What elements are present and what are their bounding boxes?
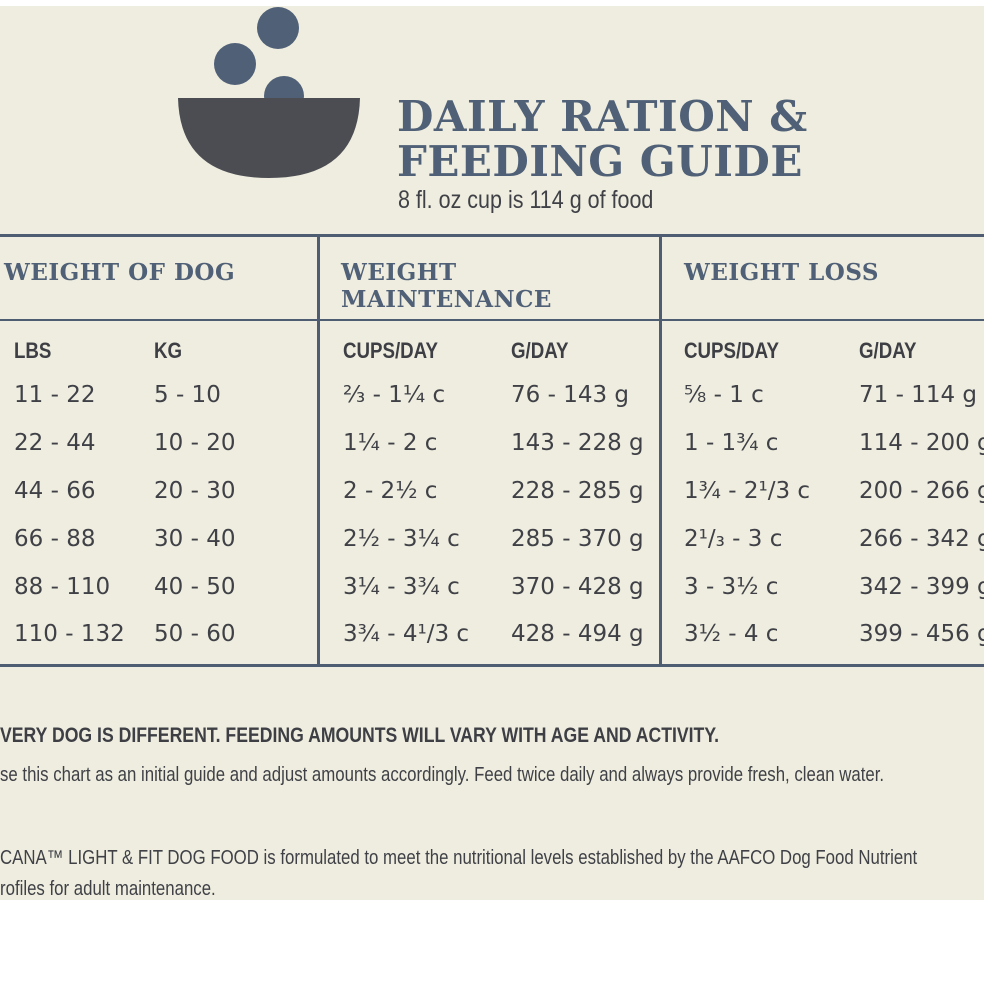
cell-lbs: 88 - 110 [14,574,111,600]
cell-lbs: 11 - 22 [14,382,96,408]
table-header-rule [0,319,984,321]
bowl-with-kibble-icon [178,7,360,178]
notice-guidance: se this chart as an initial guide and ad… [0,764,885,786]
cell-loss-grams: 399 - 456 g [859,621,984,647]
subtitle: 8 fl. oz cup is 114 g of food [398,186,654,214]
cell-kg: 40 - 50 [154,574,236,600]
cell-loss-cups: 1¾ - 2¹/3 c [684,478,811,504]
group-header-weight-of-dog: WEIGHT OF DOG [4,259,236,286]
feeding-guide-panel: DAILY RATION & FEEDING GUIDE 8 fl. oz cu… [0,6,984,900]
cell-lbs: 110 - 132 [14,621,125,647]
cell-maintenance-grams: 76 - 143 g [511,382,629,408]
table-bottom-rule [0,664,984,667]
cell-loss-cups: 3 - 3½ c [684,574,779,600]
cell-maintenance-grams: 228 - 285 g [511,478,644,504]
cell-loss-cups: 2¹/₃ - 3 c [684,526,783,552]
notice-headline: VERY DOG IS DIFFERENT. FEEDING AMOUNTS W… [0,724,720,747]
cell-loss-grams: 71 - 114 g [859,382,977,408]
cell-kg: 50 - 60 [154,621,236,647]
group-header-weight-loss: WEIGHT LOSS [684,259,880,286]
column-header-lbs: LBS [14,338,52,363]
cell-maintenance-grams: 370 - 428 g [511,574,644,600]
column-divider-1 [317,234,320,667]
cell-loss-cups: 1 - 1¾ c [684,430,779,456]
column-header-maintenance-cups: CUPS/DAY [343,338,438,363]
aafco-statement-line-2: rofiles for adult maintenance. [0,878,216,900]
page-title: DAILY RATION & FEEDING GUIDE [397,94,808,184]
cell-maintenance-grams: 428 - 494 g [511,621,644,647]
cell-loss-grams: 342 - 399 g [859,574,984,600]
title-line-2: FEEDING GUIDE [397,137,803,186]
table-top-rule [0,234,984,237]
cell-maintenance-grams: 143 - 228 g [511,430,644,456]
cell-kg: 10 - 20 [154,430,236,456]
column-header-loss-grams: G/DAY [859,338,917,363]
cell-kg: 20 - 30 [154,478,236,504]
column-header-maintenance-grams: G/DAY [511,338,569,363]
column-divider-2 [659,234,662,667]
aafco-statement-line-1: CANA™ LIGHT & FIT DOG FOOD is formulated… [0,847,918,869]
cell-lbs: 22 - 44 [14,430,96,456]
cell-maintenance-grams: 285 - 370 g [511,526,644,552]
cell-maintenance-cups: 2½ - 3¼ c [343,526,460,552]
cell-maintenance-cups: 3¼ - 3¾ c [343,574,460,600]
cell-lbs: 66 - 88 [14,526,96,552]
cell-lbs: 44 - 66 [14,478,96,504]
group-header-maintenance-line-1: WEIGHT [341,259,457,286]
cell-maintenance-cups: 1¼ - 2 c [343,430,438,456]
cell-loss-grams: 114 - 200 g [859,430,984,456]
cell-loss-grams: 266 - 342 g [859,526,984,552]
cell-loss-cups: ⁵⁄₈ - 1 c [684,382,764,408]
cell-loss-cups: 3½ - 4 c [684,621,779,647]
cell-maintenance-cups: 2 - 2½ c [343,478,438,504]
cell-kg: 5 - 10 [154,382,221,408]
title-line-1: DAILY RATION & [397,92,808,141]
column-header-loss-cups: CUPS/DAY [684,338,779,363]
group-header-maintenance-line-2: MAINTENANCE [341,286,552,313]
cell-kg: 30 - 40 [154,526,236,552]
cell-loss-grams: 200 - 266 g [859,478,984,504]
cell-maintenance-cups: 3¾ - 4¹/3 c [343,621,470,647]
column-header-kg: KG [154,338,183,363]
cell-maintenance-cups: ²⁄₃ - 1¼ c [343,382,446,408]
